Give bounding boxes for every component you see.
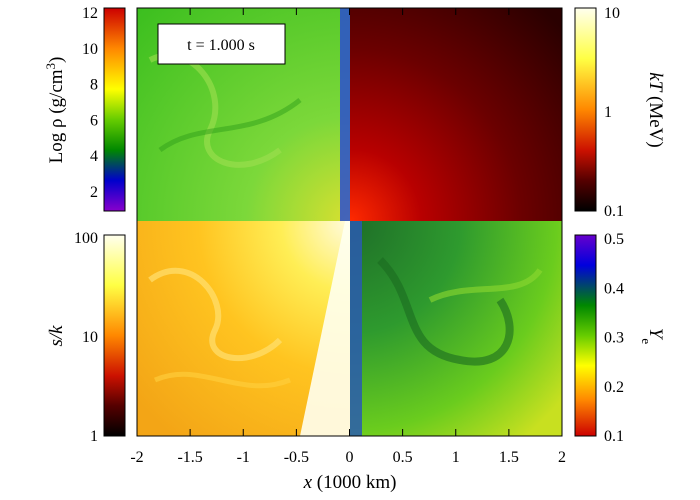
colorbar-tick-label: 4 xyxy=(90,148,98,165)
x-tick-label: -1 xyxy=(237,449,250,466)
x-tick-label: 1.5 xyxy=(499,449,519,466)
timestamp-box: t = 1.000 s xyxy=(157,23,286,65)
entropy-colorbar-label: s/k xyxy=(46,325,67,347)
colorbar-tick-label: 0.3 xyxy=(604,330,624,347)
temperature-colorbar: 10 1 0.1 kT (MeV) xyxy=(574,5,666,220)
entropy-colorbar: 100 10 1 s/k xyxy=(46,230,126,445)
x-axis: -2 -1.5 -1 -0.5 0 0.5 1 1.5 2 xyxy=(130,8,566,466)
colorbar-tick-label: 0.5 xyxy=(604,231,624,248)
colorbar-tick-label: 10 xyxy=(82,41,98,58)
temperature-panel xyxy=(350,8,562,221)
timestamp-label: t = 1.000 s xyxy=(187,37,255,54)
x-tick-label: -2 xyxy=(130,449,143,466)
colorbar-tick-label: 10 xyxy=(604,5,620,22)
colorbar-tick-label: 0.2 xyxy=(604,379,624,396)
density-colorbar: 12 10 8 6 4 2 Log ρ (g/cm3) xyxy=(43,5,126,212)
colorbar-tick-label: 10 xyxy=(82,329,98,346)
temperature-colorbar-label: kT (MeV) xyxy=(645,72,666,147)
x-tick-label: 1 xyxy=(452,449,460,466)
colorbar-tick-label: 1 xyxy=(604,104,612,121)
ye-panel xyxy=(350,221,562,436)
colorbar-tick-label: 8 xyxy=(90,77,98,94)
x-tick-label: 0 xyxy=(346,449,354,466)
colorbar-tick-label: 12 xyxy=(82,5,98,22)
colorbar-tick-label: 1 xyxy=(90,428,98,445)
colorbar-tick-label: 6 xyxy=(90,112,98,129)
x-tick-label: 0.5 xyxy=(393,449,413,466)
ye-colorbar: 0.5 0.4 0.3 0.2 0.1 Ye xyxy=(574,231,667,445)
ye-colorbar-label: Ye xyxy=(640,328,667,345)
colorbar-tick-label: 100 xyxy=(74,230,98,247)
colorbar-tick-label: 0.1 xyxy=(604,203,624,220)
x-axis-title: x (1000 km) xyxy=(303,472,397,493)
colorbar-tick-label: 0.1 xyxy=(604,428,624,445)
x-tick-label: -1.5 xyxy=(177,449,202,466)
density-colorbar-label: Log ρ (g/cm3) xyxy=(43,57,68,164)
colorbar-tick-label: 2 xyxy=(90,184,98,201)
x-tick-label: 2 xyxy=(558,449,566,466)
entropy-panel xyxy=(137,221,350,436)
x-tick-label: -0.5 xyxy=(284,449,309,466)
colorbar-tick-label: 0.4 xyxy=(604,280,624,297)
